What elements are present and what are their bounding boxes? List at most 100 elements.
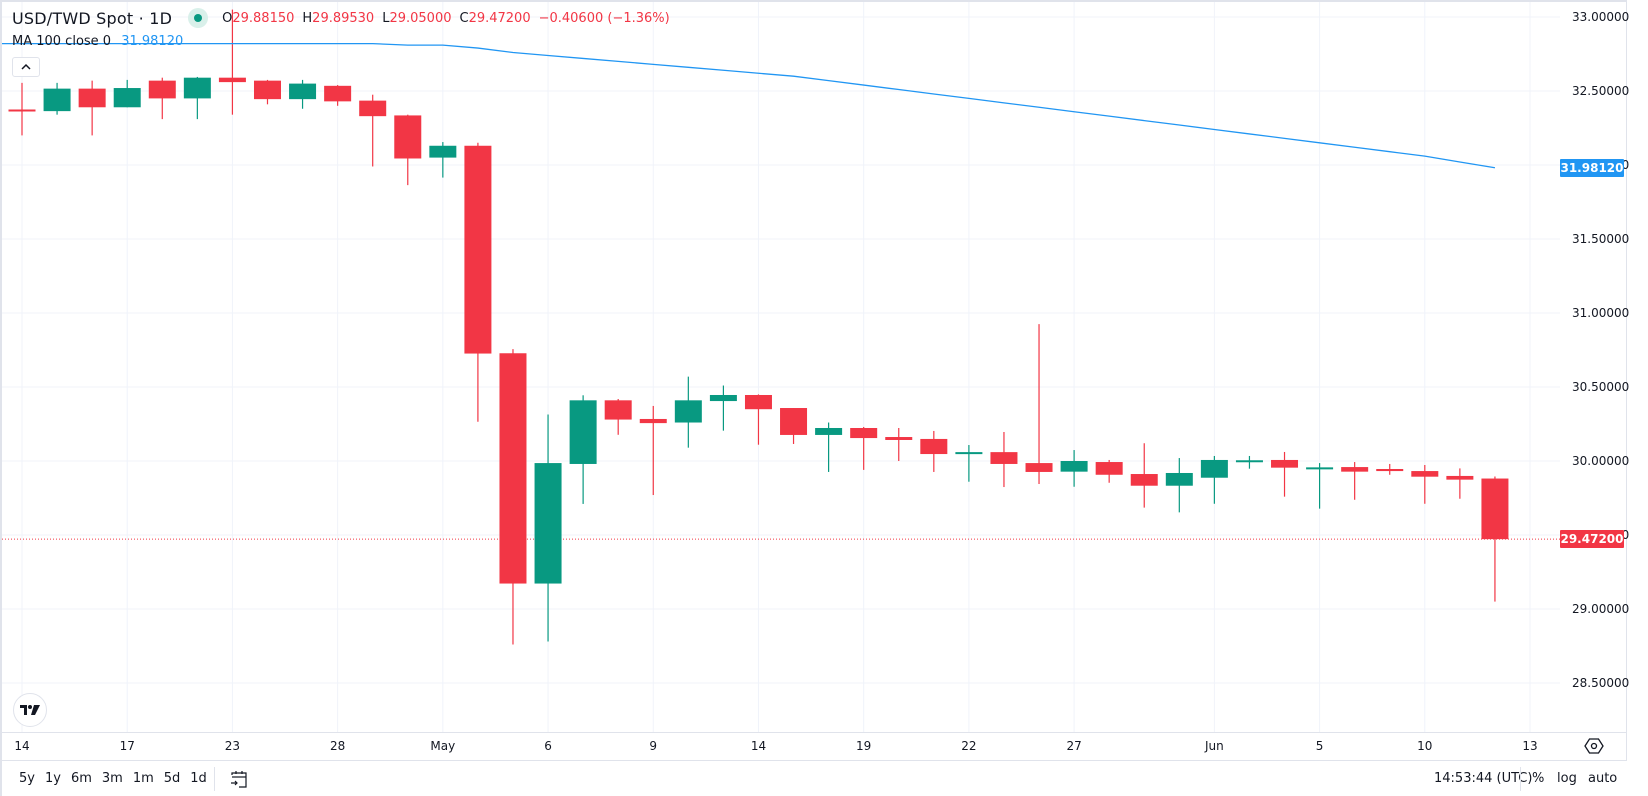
- price-tick-label: 32.50000: [1572, 84, 1630, 98]
- candle-body-up: [1306, 467, 1334, 470]
- candle-body-down: [920, 438, 948, 455]
- candle-body-down: [1411, 471, 1439, 477]
- candle-body-down: [464, 145, 492, 354]
- candle-body-up: [534, 463, 562, 584]
- date-range-buttons: 5y 1y 6m 3m 1m 5d 1d: [14, 771, 212, 786]
- chart-plot-area[interactable]: [0, 0, 1627, 733]
- ohlc-close: C29.47200: [459, 10, 531, 26]
- chevron-up-icon: [21, 63, 31, 70]
- log-scale-toggle[interactable]: log: [1557, 771, 1577, 786]
- candle-body-down: [744, 394, 772, 410]
- time-tick-label: 22: [961, 739, 977, 753]
- candle-body-up: [1200, 459, 1228, 478]
- frame-border-left: [0, 0, 2, 796]
- price-tick-label: 30.00000: [1572, 454, 1630, 468]
- symbol-legend: USD/TWD Spot · 1D O29.88150 H29.89530 L2…: [12, 8, 670, 28]
- price-tick-label: 28.50000: [1572, 676, 1630, 690]
- indicator-legend[interactable]: MA 100 close 0 31.98120: [12, 34, 183, 49]
- indicator-value: 31.98120: [121, 34, 184, 49]
- candle-body-down: [1130, 474, 1158, 486]
- frame-border-top: [0, 0, 1627, 2]
- time-tick-label: 6: [544, 739, 552, 753]
- market-status-icon[interactable]: [188, 8, 209, 28]
- range-1m-button[interactable]: 1m: [132, 771, 154, 786]
- time-tick-label: Jun: [1205, 739, 1224, 753]
- candle-body-down: [148, 80, 176, 99]
- range-1y-button[interactable]: 1y: [44, 771, 61, 786]
- time-tick-label: May: [430, 739, 456, 753]
- candle-body-down: [8, 109, 36, 112]
- candle-body-down: [324, 85, 352, 102]
- candle-body-down: [499, 353, 527, 584]
- bottom-toolbar: 5y 1y 6m 3m 1m 5d 1d 14:53:44 (UTC) % lo…: [0, 761, 1627, 796]
- candle-body-up: [709, 394, 737, 402]
- candle-body-down: [253, 80, 281, 100]
- moving-average-line: [2, 42, 1496, 169]
- candle-body-down: [1376, 468, 1404, 472]
- price-tick-label: 30.50000: [1572, 380, 1630, 394]
- collapse-legend-button[interactable]: [12, 57, 40, 77]
- candle-body-down: [1271, 459, 1299, 468]
- candle-body-down: [1481, 478, 1509, 540]
- frame-border-right: [1626, 0, 1627, 760]
- indicator-name: MA 100 close 0: [12, 34, 112, 49]
- candle-body-down: [885, 437, 913, 440]
- candle-body-down: [1025, 463, 1053, 472]
- candle-body-down: [990, 452, 1018, 464]
- bottom-bar-separator: [0, 760, 1627, 761]
- candle-body-up: [113, 88, 141, 108]
- calendar-goto-icon[interactable]: [229, 769, 249, 789]
- time-tick-label: 14: [750, 739, 767, 753]
- candle-body-up: [569, 400, 597, 464]
- candle-body-down: [218, 77, 246, 83]
- last-price-label: 29.47200: [1560, 530, 1624, 549]
- gear-icon[interactable]: [1584, 737, 1604, 755]
- time-tick-label: 14: [14, 739, 30, 753]
- candle-body-up: [289, 83, 317, 100]
- time-tick-label: 9: [649, 739, 658, 753]
- candle-body-up: [1165, 472, 1193, 486]
- price-tick-label: 31.00000: [1572, 306, 1630, 320]
- candle-body-down: [780, 408, 808, 435]
- range-5y-button[interactable]: 5y: [19, 771, 35, 786]
- time-axis-separator: [0, 732, 1627, 733]
- ohlc-low: L29.05000: [382, 10, 452, 26]
- candle-body-up: [674, 400, 702, 423]
- range-1d-button[interactable]: 1d: [190, 771, 207, 786]
- time-tick-label: 23: [224, 739, 241, 753]
- time-tick-label: 10: [1417, 739, 1433, 753]
- ma-price-label: 31.98120: [1560, 158, 1624, 177]
- price-tick-label: 31.50000: [1572, 232, 1630, 246]
- candle-body-down: [394, 115, 422, 159]
- candle-body-down: [1095, 462, 1123, 475]
- time-tick-label: 19: [856, 739, 872, 753]
- range-5d-button[interactable]: 5d: [163, 771, 181, 786]
- candle-body-down: [1341, 467, 1369, 472]
- time-tick-label: 5: [1315, 739, 1324, 753]
- ohlc-open: O29.88150: [222, 10, 295, 26]
- symbol-title[interactable]: USD/TWD Spot · 1D: [12, 8, 173, 28]
- candle-body-up: [183, 77, 211, 99]
- candle-body-up: [955, 452, 983, 455]
- time-tick-label: 13: [1522, 739, 1538, 753]
- tradingview-logo-icon: [20, 705, 40, 715]
- candle-body-up: [43, 88, 71, 112]
- auto-scale-toggle[interactable]: auto: [1588, 771, 1618, 786]
- percent-scale-toggle[interactable]: %: [1532, 771, 1545, 786]
- candle-body-down: [1446, 475, 1474, 480]
- divider: [1520, 767, 1521, 791]
- clock-timezone[interactable]: 14:53:44 (UTC): [1434, 771, 1533, 786]
- range-6m-button[interactable]: 6m: [70, 771, 92, 786]
- tradingview-logo[interactable]: [13, 693, 47, 727]
- price-tick-label: 33.00000: [1572, 10, 1630, 24]
- time-tick-label: 27: [1066, 739, 1082, 753]
- candle-body-down: [639, 418, 667, 424]
- candle-body-up: [815, 427, 843, 435]
- range-3m-button[interactable]: 3m: [101, 771, 123, 786]
- ohlc-high: H29.89530: [302, 10, 375, 26]
- candle-body-down: [78, 88, 106, 108]
- candle-body-up: [1060, 461, 1088, 472]
- candle-body-up: [429, 145, 457, 158]
- candle-body-down: [850, 427, 878, 439]
